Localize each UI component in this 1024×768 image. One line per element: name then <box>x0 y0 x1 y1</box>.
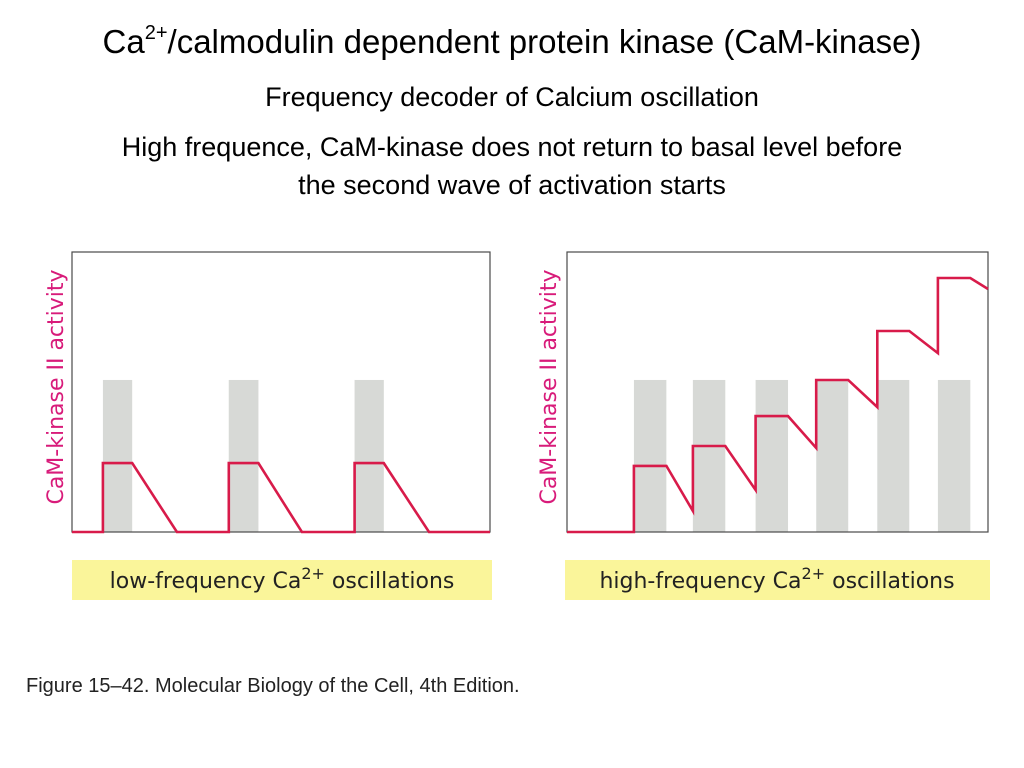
label-band-high <box>565 560 990 600</box>
pulses-high <box>633 379 971 532</box>
chart-low-frequency: CaM-kinase II activity low-frequency Ca2… <box>44 251 492 600</box>
trace-high <box>567 276 989 534</box>
chart-high-frequency: CaM-kinase II activity high-frequency Ca… <box>537 251 990 600</box>
frame-low <box>71 251 491 533</box>
description-line-1: High frequence, CaM-kinase does not retu… <box>121 132 903 162</box>
xlabel-low-prefix: low-frequency Ca <box>110 569 302 594</box>
frame-high <box>566 251 989 533</box>
trace-low <box>72 461 490 534</box>
label-band-low <box>72 560 492 600</box>
xlabel-high-suffix: oscillations <box>825 569 954 594</box>
ca-pulse-low-2 <box>228 379 259 532</box>
ca-pulse-high-6 <box>937 379 971 532</box>
ca-pulse-high-1 <box>633 379 667 532</box>
description-line-2: the second wave of activation starts <box>298 170 726 200</box>
xlabel-high: high-frequency Ca2+ oscillations <box>599 564 954 594</box>
xlabel-low-suffix: oscillations <box>325 569 454 594</box>
ylabel-high: CaM-kinase II activity <box>537 269 562 504</box>
ca-pulse-high-5 <box>877 379 910 532</box>
ca-pulse-high-4 <box>816 379 849 532</box>
slide-description: High frequence, CaM-kinase does not retu… <box>0 128 1024 204</box>
xlabel-low-superscript: 2+ <box>301 564 325 583</box>
xlabel-low: low-frequency Ca2+ oscillations <box>110 564 455 594</box>
xlabel-high-superscript: 2+ <box>802 564 826 583</box>
ca-pulse-high-2 <box>692 379 726 532</box>
ca-pulse-high-3 <box>755 379 789 532</box>
slide-subtitle: Frequency decoder of Calcium oscillation <box>265 82 759 112</box>
ca-pulse-low-3 <box>354 379 384 532</box>
figure-caption: Figure 15–42. Molecular Biology of the C… <box>26 675 520 697</box>
ylabel-low: CaM-kinase II activity <box>44 269 69 504</box>
slide-title: Ca2+/calmodulin dependent protein kinase… <box>0 22 1024 62</box>
ca-pulse-low-1 <box>102 379 133 532</box>
title-superscript: 2+ <box>144 22 168 44</box>
xlabel-high-prefix: high-frequency Ca <box>599 569 801 594</box>
title-suffix: /calmodulin dependent protein kinase (Ca… <box>167 23 922 60</box>
title-prefix: Ca <box>102 23 145 60</box>
pulses-low <box>102 379 384 532</box>
